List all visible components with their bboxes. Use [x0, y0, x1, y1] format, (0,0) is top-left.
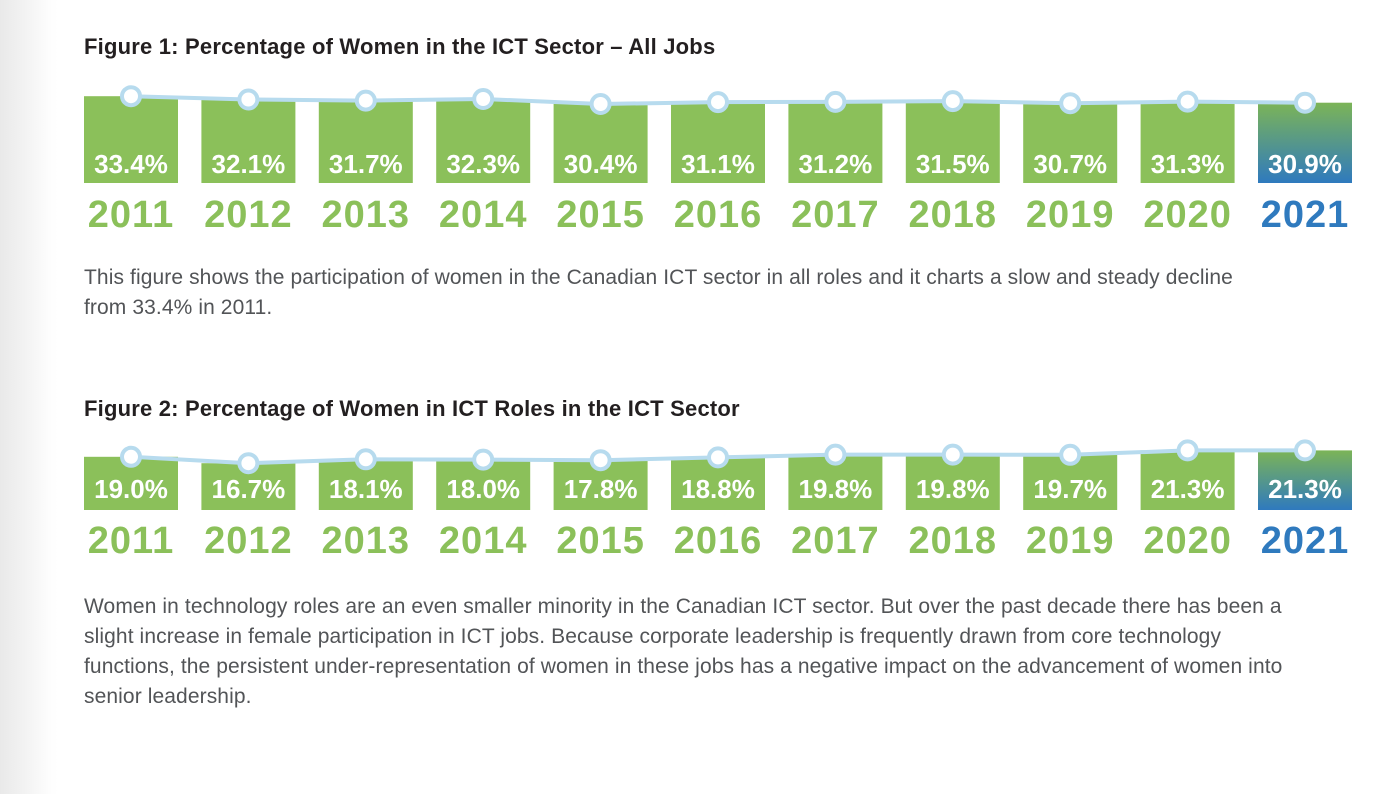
year-label-2021: 2021 — [1261, 194, 1350, 236]
bar-value-label: 30.7% — [1033, 149, 1107, 179]
figure-2-caption: Women in technology roles are an even sm… — [84, 595, 1283, 708]
trend-marker-2020 — [1176, 439, 1199, 462]
year-label-2019: 2019 — [1026, 520, 1115, 562]
bar-2016 — [671, 102, 765, 183]
year-label-2015: 2015 — [556, 194, 645, 236]
year-label-2020: 2020 — [1143, 194, 1232, 236]
trend-marker-2015 — [589, 93, 612, 115]
bar-2013 — [318, 100, 413, 183]
bar-chart-svg: 33.4% 2011 32.1% 2012 31.7% 2013 32.3% 2014 30.4… — [84, 85, 1352, 236]
trend-marker-2021 — [1294, 439, 1316, 462]
bar-2014 — [436, 99, 531, 183]
bar-value-label: 30.4% — [564, 149, 638, 179]
trend-marker-2018 — [941, 443, 964, 466]
bar-value-label: 19.0% — [94, 474, 168, 504]
bar-2018 — [905, 101, 1000, 183]
figure-1-title: Figure 1: Percentage of Women in the ICT… — [84, 34, 716, 59]
trend-marker-2014 — [472, 448, 495, 471]
bar-value-label: 16.7% — [212, 474, 286, 504]
year-label-2021: 2021 — [1261, 520, 1350, 562]
bar-2012 — [201, 99, 296, 183]
bar-value-label: 19.7% — [1033, 474, 1107, 504]
trend-marker-2012 — [237, 452, 260, 475]
year-label-2017: 2017 — [791, 520, 880, 562]
figure-2-bar-chart: 19.0% 2011 16.7% 2012 18.1% 2013 18.0% 2014 17.8… — [84, 432, 1374, 567]
trend-marker-2017 — [824, 90, 847, 113]
year-label-2011: 2011 — [88, 194, 174, 236]
bar-value-label: 21.3% — [1268, 474, 1342, 504]
bar-value-label: 31.3% — [1151, 149, 1225, 179]
year-label-2014: 2014 — [439, 520, 528, 562]
page-edge-gradient — [0, 0, 58, 794]
year-label-2019: 2019 — [1026, 194, 1115, 236]
bar-value-label: 19.8% — [916, 474, 990, 504]
year-label-2013: 2013 — [322, 520, 411, 562]
bar-value-label: 31.5% — [916, 149, 990, 179]
bar-2019 — [1023, 103, 1118, 183]
bar-value-label: 21.3% — [1151, 474, 1225, 504]
bar-value-label: 17.8% — [564, 474, 638, 504]
figure-1-caption: This figure shows the participation of w… — [84, 266, 1233, 319]
bar-value-label: 32.1% — [212, 149, 286, 179]
trend-marker-2011 — [120, 85, 142, 108]
trend-marker-2019 — [1059, 443, 1082, 466]
trend-marker-2013 — [354, 448, 377, 471]
year-label-2012: 2012 — [204, 194, 293, 236]
bar-value-label: 32.3% — [446, 149, 520, 179]
year-label-2020: 2020 — [1143, 520, 1232, 562]
bar-value-label: 30.9% — [1268, 149, 1342, 179]
year-label-2016: 2016 — [674, 194, 763, 236]
bar-2020 — [1140, 101, 1235, 183]
bar-value-label: 31.1% — [681, 149, 755, 179]
bar-value-label: 18.1% — [329, 474, 403, 504]
bar-value-label: 31.2% — [799, 149, 873, 179]
bar-value-label: 33.4% — [94, 149, 168, 179]
year-label-2016: 2016 — [674, 520, 763, 562]
trend-marker-2017 — [824, 443, 847, 466]
year-label-2011: 2011 — [88, 520, 174, 562]
bar-value-label: 18.0% — [446, 474, 520, 504]
bar-2017 — [788, 101, 883, 183]
bar-chart-svg: 19.0% 2011 16.7% 2012 18.1% 2013 18.0% 2014 17.8… — [84, 439, 1352, 562]
trend-marker-2021 — [1294, 91, 1316, 114]
year-label-2017: 2017 — [791, 194, 880, 236]
year-label-2013: 2013 — [322, 194, 411, 236]
year-label-2018: 2018 — [909, 194, 998, 236]
year-label-2015: 2015 — [556, 520, 645, 562]
trend-marker-2020 — [1176, 90, 1199, 113]
bar-2011 — [84, 96, 178, 183]
year-label-2014: 2014 — [439, 194, 528, 236]
trend-marker-2013 — [354, 89, 377, 112]
trend-marker-2011 — [120, 445, 142, 468]
year-label-2018: 2018 — [909, 520, 998, 562]
trend-marker-2014 — [472, 88, 495, 110]
bar-value-label: 31.7% — [329, 149, 403, 179]
bar-value-label: 18.8% — [681, 474, 755, 504]
trend-marker-2016 — [707, 446, 729, 469]
bar-2021 — [1258, 102, 1352, 183]
trend-marker-2012 — [237, 88, 260, 111]
trend-marker-2019 — [1059, 92, 1082, 115]
trend-marker-2015 — [589, 449, 612, 472]
figure-2-title: Figure 2: Percentage of Women in ICT Rol… — [84, 396, 740, 421]
year-label-2012: 2012 — [204, 520, 293, 562]
bar-2015 — [553, 104, 648, 183]
trend-marker-2018 — [941, 90, 964, 113]
bar-value-label: 19.8% — [799, 474, 873, 504]
figure-1-bar-chart: 33.4% 2011 32.1% 2012 31.7% 2013 32.3% 2014 30.4… — [84, 80, 1374, 240]
trend-marker-2016 — [707, 91, 729, 114]
